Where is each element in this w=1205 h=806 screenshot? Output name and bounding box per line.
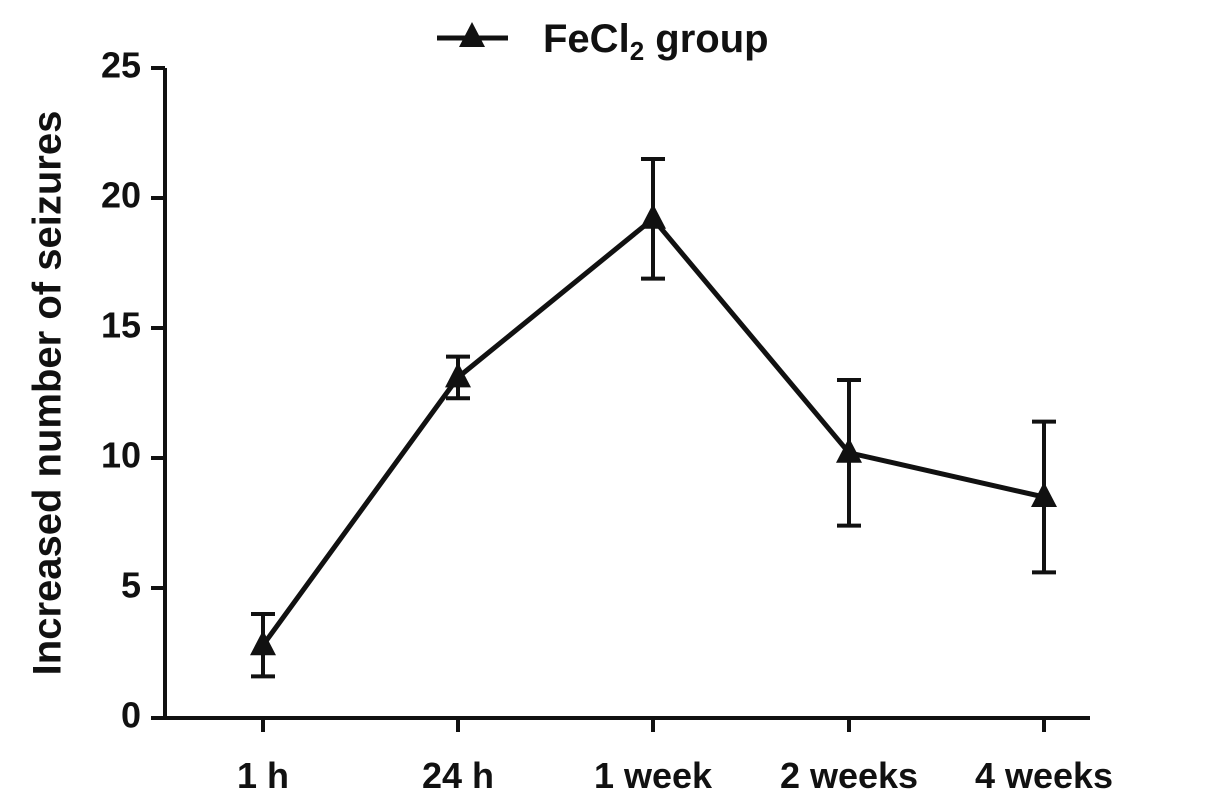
- y-tick-label: 15: [101, 305, 141, 346]
- x-tick-label: 24 h: [422, 755, 494, 796]
- y-tick-label: 20: [101, 175, 141, 216]
- data-point-marker: [1031, 482, 1057, 507]
- y-tick-label: 10: [101, 435, 141, 476]
- data-point-marker: [640, 203, 666, 229]
- series-line: [260, 215, 1045, 647]
- x-tick-label: 1 week: [594, 755, 713, 796]
- legend: FeCl2 group: [437, 17, 769, 66]
- legend-label-subscript: 2: [630, 36, 644, 66]
- x-tick-label: 4 weeks: [975, 755, 1113, 796]
- data-point-marker: [445, 362, 471, 388]
- legend-label-tail: group: [644, 17, 768, 61]
- data-point-marker: [250, 630, 276, 656]
- x-ticks: 1 h 24 h 1 week 2 weeks 4 weeks: [237, 718, 1113, 796]
- x-tick-label: 1 h: [237, 755, 289, 796]
- series-line-group: [260, 215, 1045, 647]
- error-bars: [251, 157, 1056, 679]
- y-tick-label: 5: [121, 565, 141, 606]
- y-ticks: 0 5 10 15 20 25: [101, 45, 165, 736]
- x-tick-label: 2 weeks: [780, 755, 918, 796]
- axes: [163, 68, 1090, 720]
- data-point-marker: [836, 437, 862, 463]
- legend-label: FeCl2 group: [543, 17, 769, 66]
- y-tick-label: 25: [101, 45, 141, 86]
- y-axis-label: Increased number of seizures: [26, 111, 70, 676]
- legend-label-main: FeCl: [543, 17, 630, 61]
- data-markers: [250, 203, 1057, 656]
- legend-triangle-marker: [459, 22, 485, 47]
- y-tick-label: 0: [121, 695, 141, 736]
